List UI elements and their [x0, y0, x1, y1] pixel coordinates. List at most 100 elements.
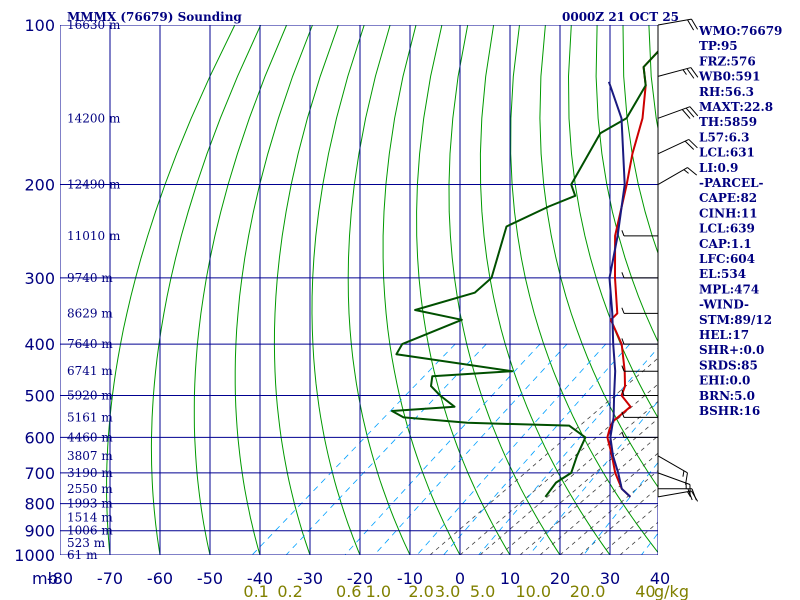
index-item: TH:5859: [699, 115, 757, 129]
pressure-tick-label: 200: [24, 176, 55, 195]
temperature-tick-label: -60: [147, 569, 173, 588]
temperature-tick-label: -80: [47, 569, 73, 588]
index-item: CAP:1.1: [699, 237, 752, 251]
temperature-tick-label: 30: [600, 569, 620, 588]
wind-barb: [657, 67, 699, 79]
height-label: 5161 m: [67, 410, 113, 424]
wind-barb: [621, 431, 658, 438]
wind-barb: [621, 272, 658, 279]
dry-adiabat-line: [234, 25, 313, 555]
temperature-tick-label: 20: [550, 569, 570, 588]
wind-barb: [657, 18, 699, 31]
height-label: 8629 m: [67, 306, 113, 320]
wind-barb: [621, 307, 658, 314]
wind-barb: [621, 411, 658, 418]
mixing-ratio-tick-label: 10.0: [515, 582, 551, 600]
pressure-tick-label: 500: [24, 386, 55, 405]
height-label: 16630 m: [67, 18, 121, 32]
moist-adiabat-line: [479, 400, 658, 555]
moist-adiabat-line: [539, 452, 658, 555]
moist-adiabat-line: [559, 469, 658, 555]
index-item: EHI:0.0: [699, 374, 750, 388]
index-item: LI:0.9: [699, 161, 738, 175]
pressure-tick-label: 700: [24, 464, 55, 483]
index-item: -WIND-: [699, 298, 749, 312]
mixing-ratio-tick-label: 1.0: [366, 582, 391, 600]
pressure-tick-label: 800: [24, 495, 55, 514]
temperature-tick-label: -70: [97, 569, 123, 588]
dry-adiabat-line: [567, 25, 658, 419]
temperature-tick-label: 40: [650, 569, 670, 588]
temperature-tick-label: -40: [247, 569, 273, 588]
dry-adiabat-line: [311, 25, 365, 555]
index-item: LCL:631: [699, 146, 755, 160]
index-item: LFC:604: [699, 252, 755, 266]
dry-adiabat-line: [382, 25, 461, 555]
temperature-tick-label: -10: [397, 569, 423, 588]
wind-profile: [621, 18, 699, 502]
wind-barb: [657, 167, 698, 185]
height-label: 12490 m: [67, 178, 121, 192]
pressure-tick-label: 600: [24, 428, 55, 447]
height-label: 14200 m: [67, 111, 121, 125]
temperature-tick-label: 0: [455, 569, 465, 588]
pressure-axis: 100 200 300 400 500 600 700 800 900 1000: [14, 16, 55, 565]
moist-adiabat-line: [599, 504, 658, 555]
index-item: L57:6.3: [699, 130, 749, 144]
wind-barb: [621, 230, 658, 237]
plot-area: [60, 25, 658, 555]
index-item: EL:534: [699, 267, 746, 281]
wind-barb: [657, 138, 698, 155]
wind-barb: [657, 106, 699, 119]
dewpoint-line: [391, 50, 658, 498]
profile-lines: [391, 50, 658, 498]
moist-adiabats: [429, 357, 658, 555]
index-item: HEL:17: [699, 328, 749, 342]
dry-adiabat-line: [193, 25, 288, 555]
index-item: WMO:76679: [698, 24, 782, 38]
index-item: BRN:5.0: [699, 389, 755, 403]
wind-barb: [621, 389, 658, 396]
wind-barb: [657, 490, 699, 502]
height-label: 11010 m: [67, 229, 121, 243]
height-label: 1993 m: [67, 497, 113, 511]
moist-adiabat-line: [499, 418, 658, 555]
height-labels: 16630 m 14200 m 12490 m 11010 m 9740 m 8629 m…: [67, 18, 121, 562]
temperature-tick-label: -20: [347, 569, 373, 588]
index-item: STM:89/12: [699, 313, 772, 327]
index-item: -PARCEL-: [699, 176, 764, 190]
dry-adiabat-line: [595, 25, 658, 343]
index-item: WB0:591: [698, 70, 760, 84]
height-label: 1006 m: [67, 524, 113, 538]
pressure-tick-label: 900: [24, 522, 55, 541]
temperature-tick-label: -30: [297, 569, 323, 588]
chart-subtitle: 0000Z 21 OCT 25: [562, 10, 679, 24]
mixing-ratio-unit: g/kg: [654, 582, 689, 600]
index-item: CINH:11: [699, 206, 758, 220]
dry-adiabat-line: [448, 25, 561, 555]
height-label: 6741 m: [67, 364, 113, 378]
index-item: TP:95: [699, 39, 738, 53]
mixing-ratio-tick-label: 3.0: [435, 582, 460, 600]
wind-barb: [621, 338, 658, 345]
index-item: MPL:474: [699, 282, 759, 296]
index-item: CAPE:82: [699, 191, 757, 205]
pressure-unit-label: mb: [32, 569, 58, 588]
dry-adiabat-line: [273, 25, 339, 555]
mixing-ratio-tick-label: 0.2: [277, 582, 302, 600]
mixing-ratio-axis: 0.1 0.2 0.6 1.0 2.0 3.0 5.0 10.0 20.0 40g/kg: [243, 582, 689, 600]
dry-adiabats: [106, 25, 658, 555]
height-label: 7640 m: [67, 337, 113, 351]
temperature-axis: -80 -70 -60 -50 -40 -30 -20 -10 0 10 20 30 40: [47, 569, 670, 588]
height-label: 61 m: [67, 548, 98, 562]
temperature-tick-label: 10: [500, 569, 520, 588]
parcel-line: [607, 81, 632, 498]
chart-title: MMMX (76679) Sounding: [67, 10, 242, 24]
pressure-tick-label: 300: [24, 269, 55, 288]
grid: [60, 25, 658, 555]
mixing-ratio-tick-label: 0.6: [336, 582, 361, 600]
height-label: 2550 m: [67, 482, 113, 496]
